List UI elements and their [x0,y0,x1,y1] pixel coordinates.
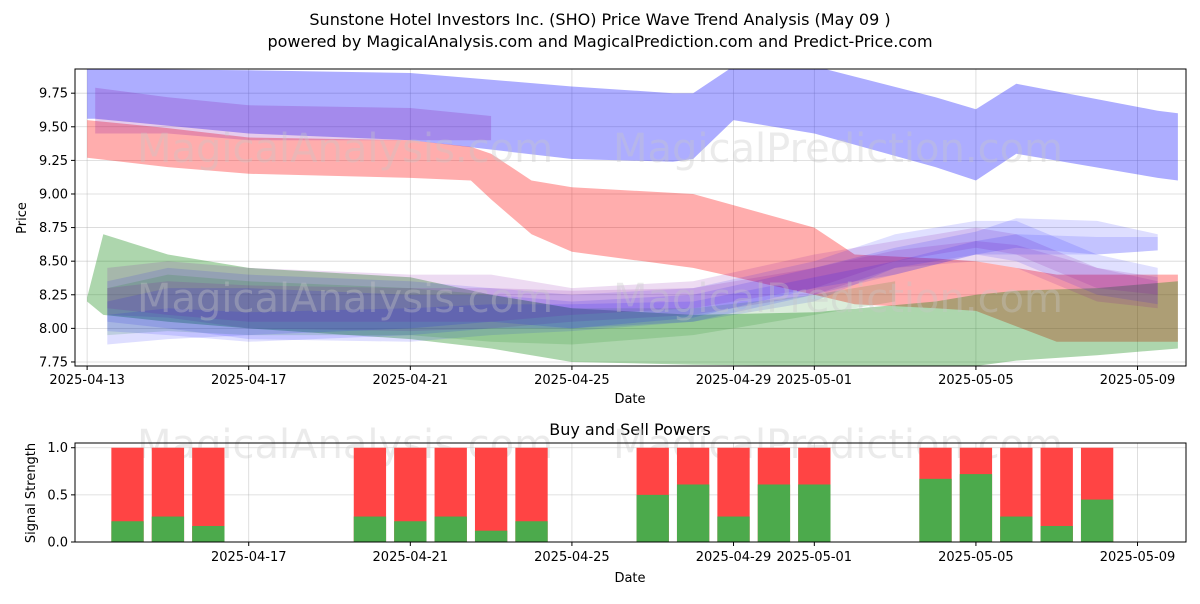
power-xtick-label: 2025-04-21 [373,550,449,565]
chart-title-line2: powered by MagicalAnalysis.com and Magic… [267,32,932,51]
price-band-7 [107,274,896,345]
power-x-axis-label: Date [614,571,645,586]
price-ytick-label: 7.75 [39,355,68,370]
sell-power-bar [474,447,508,542]
price-ytick-label: 8.25 [39,288,68,303]
buy-power-bar [394,521,427,542]
buy-power-bar [676,484,710,542]
price-band-3 [95,87,492,141]
buy-power-bar [474,530,508,542]
price-band-1 [87,69,1178,181]
price-ytick-label: 9.75 [39,87,68,102]
power-plot-frame [74,442,1187,543]
price-band-2 [87,120,1178,342]
price-ytick-label: 8.50 [39,255,68,270]
price-xtick-label: 2025-04-29 [696,373,772,388]
price-ytick-label: 8.00 [39,322,68,337]
price-axes: 7.75 8.00 8.25 8.50 8.75 9.00 9.25 9.50 9.75 2025… [39,87,1175,388]
buy-power-bar [717,516,750,542]
buy-power-bar [757,484,791,542]
price-wave-bands [87,69,1178,366]
price-xtick-label: 2025-04-13 [49,373,125,388]
power-ytick-label: 0.5 [47,488,68,503]
power-ytick-label: 1.0 [47,441,68,456]
price-band-8 [107,218,1158,345]
buy-power-bar [798,484,831,542]
buy-power-bar [434,516,467,542]
price-xtick-label: 2025-05-05 [938,373,1014,388]
buy-power-bar [1080,499,1114,542]
price-band-6 [107,227,1158,332]
power-ytick-label: 0.0 [47,536,68,551]
buy-power-bar [1040,525,1073,542]
price-band-10 [107,234,1158,342]
power-xtick-label: 2025-05-05 [938,550,1014,565]
price-xtick-label: 2025-04-21 [373,373,449,388]
watermark-analysis: MagicalAnalysis.com [137,126,553,172]
price-grid [75,69,1186,366]
power-chart-title: Buy and Sell Powers [549,420,711,439]
price-band-5 [107,220,1158,342]
price-ytick-label: 8.75 [39,221,68,236]
watermark-prediction-lower: MagicalPrediction.com [613,276,1063,322]
price-plot-frame [74,68,1187,367]
buy-power-bar [515,521,548,542]
buy-power-bar [959,474,993,542]
power-xtick-label: 2025-04-17 [211,550,287,565]
watermark-prediction: MagicalPrediction.com [613,126,1063,172]
price-wave-plot: MagicalAnalysis.com MagicalPrediction.co… [15,68,1187,407]
power-xtick-label: 2025-04-29 [696,550,772,565]
price-x-axis-label: Date [614,392,645,407]
price-ytick-label: 9.00 [39,187,68,202]
price-band-group [87,69,1178,366]
price-xtick-label: 2025-04-25 [534,373,610,388]
price-ytick-label: 9.50 [39,120,68,135]
chart-title-line1: Sunstone Hotel Investors Inc. (SHO) Pric… [309,10,890,29]
power-xtick-label: 2025-05-01 [777,550,853,565]
buy-power-bar [636,494,669,542]
price-y-axis-label: Price [15,202,30,234]
power-bars [111,447,1114,542]
power-y-axis-label: Signal Strength [24,443,39,543]
price-band-4 [87,234,1178,366]
buy-power-bar [151,516,185,542]
price-xtick-label: 2025-04-17 [211,373,287,388]
price-ytick-label: 9.25 [39,154,68,169]
power-xtick-label: 2025-04-25 [534,550,610,565]
buy-power-bar [353,516,387,542]
watermark-analysis-lower: MagicalAnalysis.com [137,276,553,322]
buy-power-bar [919,478,952,542]
power-axes: 0.0 0.5 1.0 2025-04-17 2025-04-21 2025-04-25 2… [47,441,1175,565]
price-band-9 [107,241,1158,322]
power-xtick-label: 2025-05-09 [1100,550,1176,565]
price-xtick-label: 2025-05-09 [1100,373,1176,388]
buy-power-bar [1000,516,1033,542]
price-xtick-label: 2025-05-01 [777,373,853,388]
buy-sell-power-plot: Buy and Sell Powers MagicalAnalysis.com … [24,420,1187,586]
buy-power-bar [192,525,225,542]
buy-power-bar [111,521,144,542]
